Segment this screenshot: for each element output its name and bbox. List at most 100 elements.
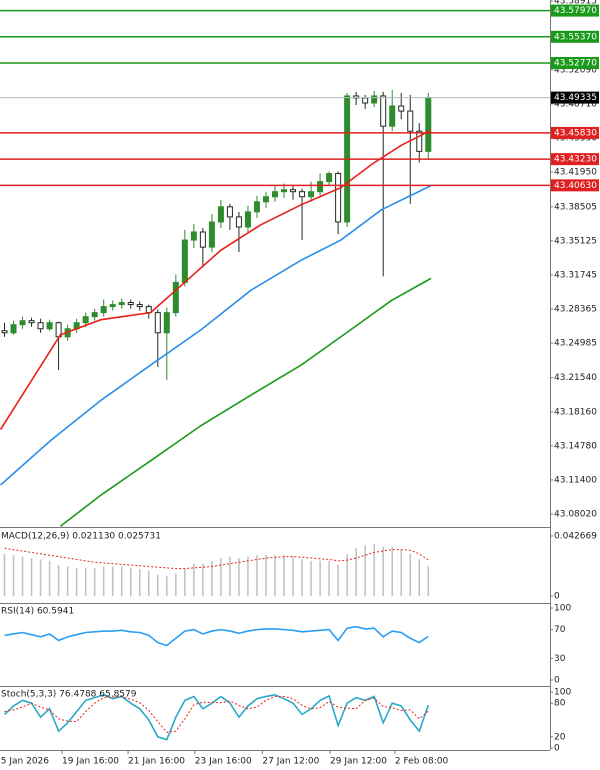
histogram-bar (256, 555, 258, 596)
candle-body (28, 320, 35, 324)
candle-body (109, 304, 116, 308)
candle-body (416, 130, 423, 152)
level-label-box (551, 126, 599, 139)
y-tick-label: 43.24985 (554, 339, 597, 349)
candle-body (253, 201, 260, 213)
histogram-bar (129, 567, 132, 596)
candle-body (199, 231, 206, 248)
histogram-bar (157, 574, 159, 596)
histogram-bar (111, 566, 114, 596)
level-label-box (551, 4, 599, 17)
level-label: 43.57970 (554, 6, 597, 16)
y-tick-label: 43.08020 (554, 509, 597, 519)
histogram-bar (319, 560, 321, 596)
plot-area (3, 693, 430, 741)
y-tick-label: 70 (554, 625, 566, 635)
y-tick-label: 0 (554, 676, 560, 686)
histogram-bar (211, 560, 213, 596)
histogram-bar (30, 558, 33, 596)
histogram-bar (148, 570, 150, 596)
plot-area (3, 543, 430, 596)
histogram-bar (220, 558, 222, 596)
candle-body (181, 239, 188, 283)
histogram-bar (193, 563, 195, 596)
histogram-bar (66, 566, 69, 596)
y-tick-label: 43.31745 (554, 270, 597, 280)
x-tick-label: 23 Jan 16:00 (195, 757, 252, 767)
candle-body (299, 191, 306, 198)
level-label-box (551, 30, 599, 43)
x-tick-label: 21 Jan 16:00 (128, 757, 185, 767)
level-label-box (551, 91, 599, 104)
histogram-bar (93, 567, 96, 596)
y-tick-label: 20 (554, 732, 566, 742)
histogram-bar (120, 566, 123, 596)
histogram-bar (283, 555, 285, 596)
histogram-bar (310, 560, 312, 596)
indicator-line (4, 625, 429, 647)
y-tick-label: 43.58915 (554, 0, 597, 7)
candle-body (163, 312, 170, 334)
y-tick-label: 43.21540 (554, 373, 597, 383)
x-tick-label: 27 Jan 12:00 (262, 757, 319, 767)
indicator-line (4, 547, 429, 570)
y-tick-label: 43.28365 (554, 304, 597, 314)
indicator-title: Stoch(5,3,3) 76.4788 65.8579 (1, 690, 137, 700)
y-tick-label: 100 (554, 687, 571, 697)
indicator-line (0, 184, 432, 486)
candle-body (82, 316, 89, 324)
histogram-bar (427, 566, 430, 596)
histogram-bar (102, 566, 105, 596)
indicator-line (0, 129, 432, 430)
candle-body (272, 191, 278, 198)
candle-body (154, 312, 161, 334)
candle-body (91, 312, 98, 318)
histogram-bar (328, 560, 330, 596)
histogram-bar (274, 555, 276, 596)
candle-body (118, 302, 125, 306)
candle-body (326, 173, 333, 183)
histogram-bar (12, 555, 15, 596)
level-label: 43.40630 (554, 181, 597, 191)
x-tick-label: 19 Jan 16:00 (62, 757, 119, 767)
candle-body (425, 97, 432, 152)
candle-body (1, 330, 8, 334)
x-tick-label: 15 Jan 2026 (0, 757, 49, 767)
plot-area (4, 625, 429, 647)
candle-body (290, 189, 297, 193)
candle-body (217, 206, 224, 223)
candle-body (407, 110, 414, 132)
histogram-bar (184, 567, 186, 596)
histogram-bar (247, 556, 249, 596)
candle-body (308, 191, 315, 198)
indicator-title: RSI(14) 60.5941 (1, 607, 74, 617)
indicator-line (59, 277, 432, 527)
candle-body (335, 173, 342, 223)
histogram-bar (139, 569, 141, 596)
histogram-bar (337, 565, 339, 596)
y-tick-label: 0.042669 (554, 532, 597, 542)
candle-body (19, 320, 26, 326)
level-label: 43.52770 (554, 58, 597, 68)
histogram-bar (84, 567, 87, 596)
candle-body (371, 95, 378, 104)
candle-body (281, 189, 288, 193)
x-tick-label: 29 Jan 12:00 (330, 757, 387, 767)
histogram-bar (166, 576, 168, 596)
candle-body (37, 322, 44, 330)
candle-body (362, 97, 369, 104)
histogram-bar (175, 573, 177, 596)
histogram-bar (346, 553, 348, 596)
level-label: 43.43230 (554, 155, 597, 165)
y-tick-label: 43.14780 (554, 441, 597, 451)
x-tick-label: 2 Feb 08:00 (395, 757, 449, 767)
candle-body (100, 306, 107, 314)
histogram-bar (265, 555, 267, 596)
y-tick-label: 30 (554, 654, 566, 664)
candle-body (235, 216, 242, 228)
level-label: 43.45830 (554, 128, 597, 138)
y-tick-label: 43.35125 (554, 236, 597, 246)
histogram-bar (382, 546, 384, 596)
y-tick-label: 0 (554, 743, 560, 753)
